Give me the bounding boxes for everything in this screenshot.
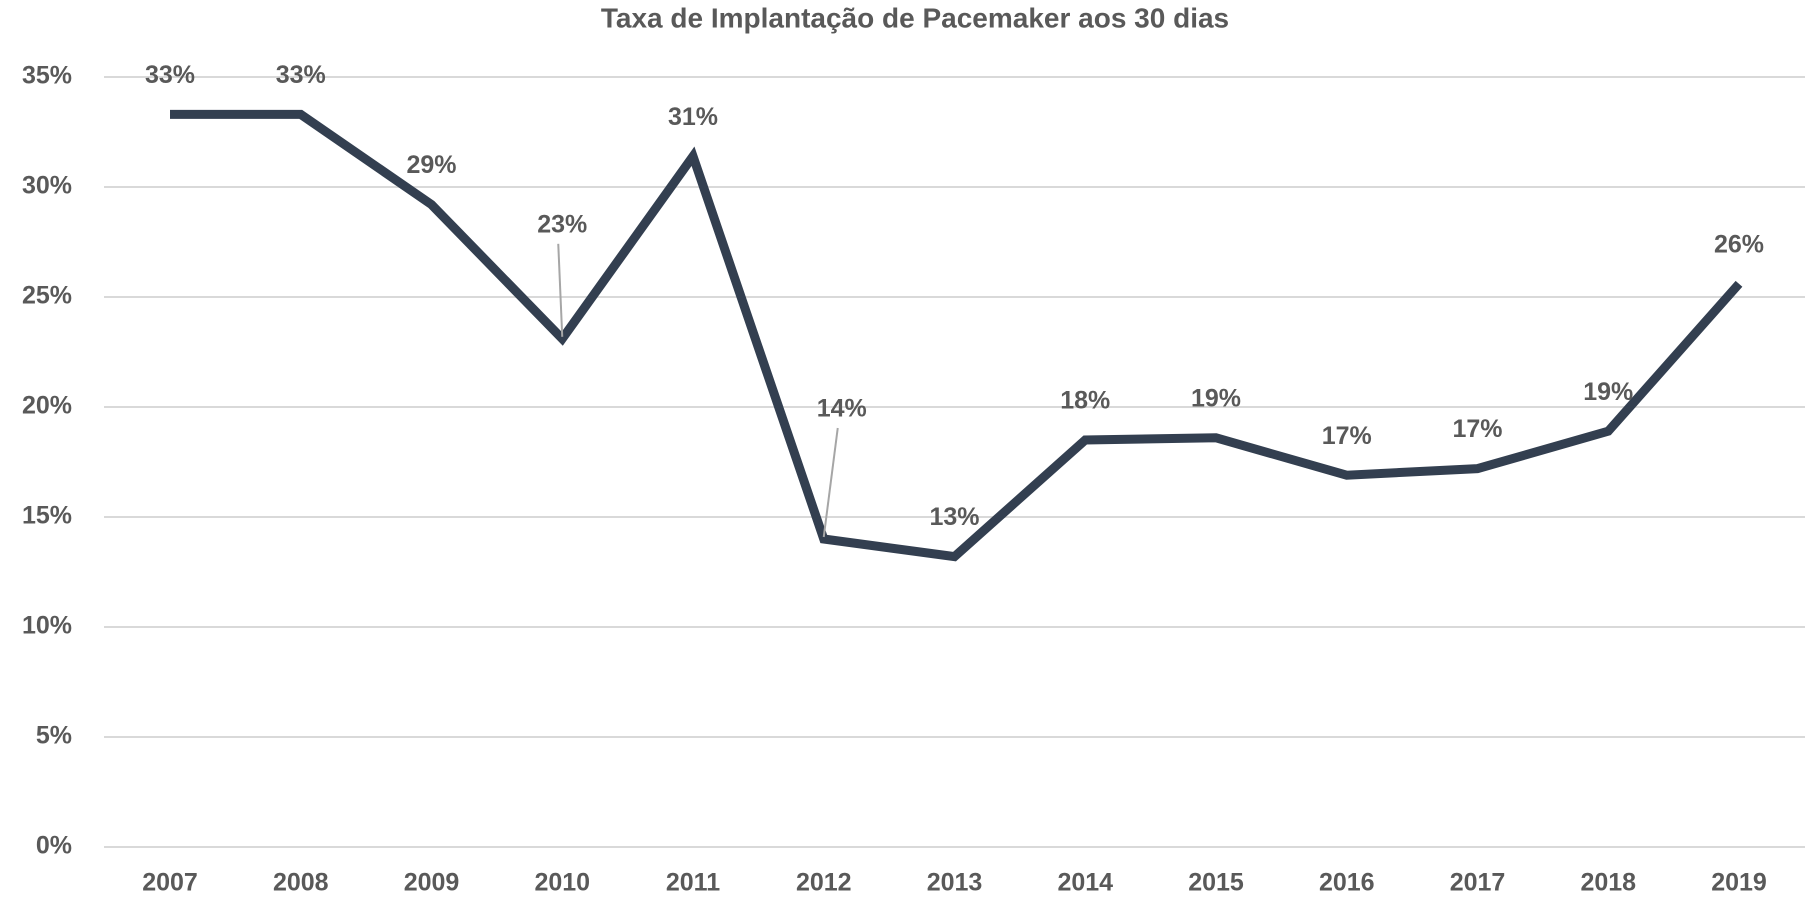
y-tick-label: 15% [22,502,72,530]
data-label: 29% [406,151,456,179]
x-tick-label: 2009 [404,869,460,897]
data-label: 13% [929,503,979,531]
x-tick-label: 2007 [142,869,198,897]
x-tick-label: 2019 [1711,869,1767,897]
data-label: 31% [668,103,718,131]
y-tick-label: 35% [22,62,72,90]
x-tick-label: 2013 [927,869,983,897]
chart-title: Taxa de Implantação de Pacemaker aos 30 … [601,2,1229,33]
x-tick-label: 2015 [1188,869,1244,897]
x-tick-label: 2012 [796,869,852,897]
x-tick-label: 2011 [666,869,720,897]
y-tick-label: 10% [22,612,72,640]
y-tick-label: 30% [22,172,72,200]
data-label: 14% [817,395,867,423]
y-tick-label: 25% [22,282,72,310]
y-tick-label: 20% [22,392,72,420]
x-tick-label: 2016 [1319,869,1375,897]
data-label: 17% [1322,422,1372,450]
x-tick-label: 2010 [534,869,590,897]
x-tick-label: 2017 [1450,869,1506,897]
x-tick-label: 2008 [273,869,329,897]
x-tick-label: 2014 [1057,869,1113,897]
y-tick-label: 5% [36,722,72,750]
data-label: 26% [1714,230,1764,258]
data-label: 19% [1583,378,1633,406]
data-label: 18% [1060,387,1110,415]
leader-line [557,243,564,337]
data-label: 17% [1452,415,1502,443]
data-label: 33% [145,61,195,89]
data-label: 19% [1191,384,1241,412]
line-series [170,109,1743,562]
y-tick-label: 0% [36,832,72,860]
data-label: 23% [537,210,587,238]
data-label: 33% [276,61,326,89]
leader-line [822,427,839,538]
x-tick-label: 2018 [1580,869,1636,897]
